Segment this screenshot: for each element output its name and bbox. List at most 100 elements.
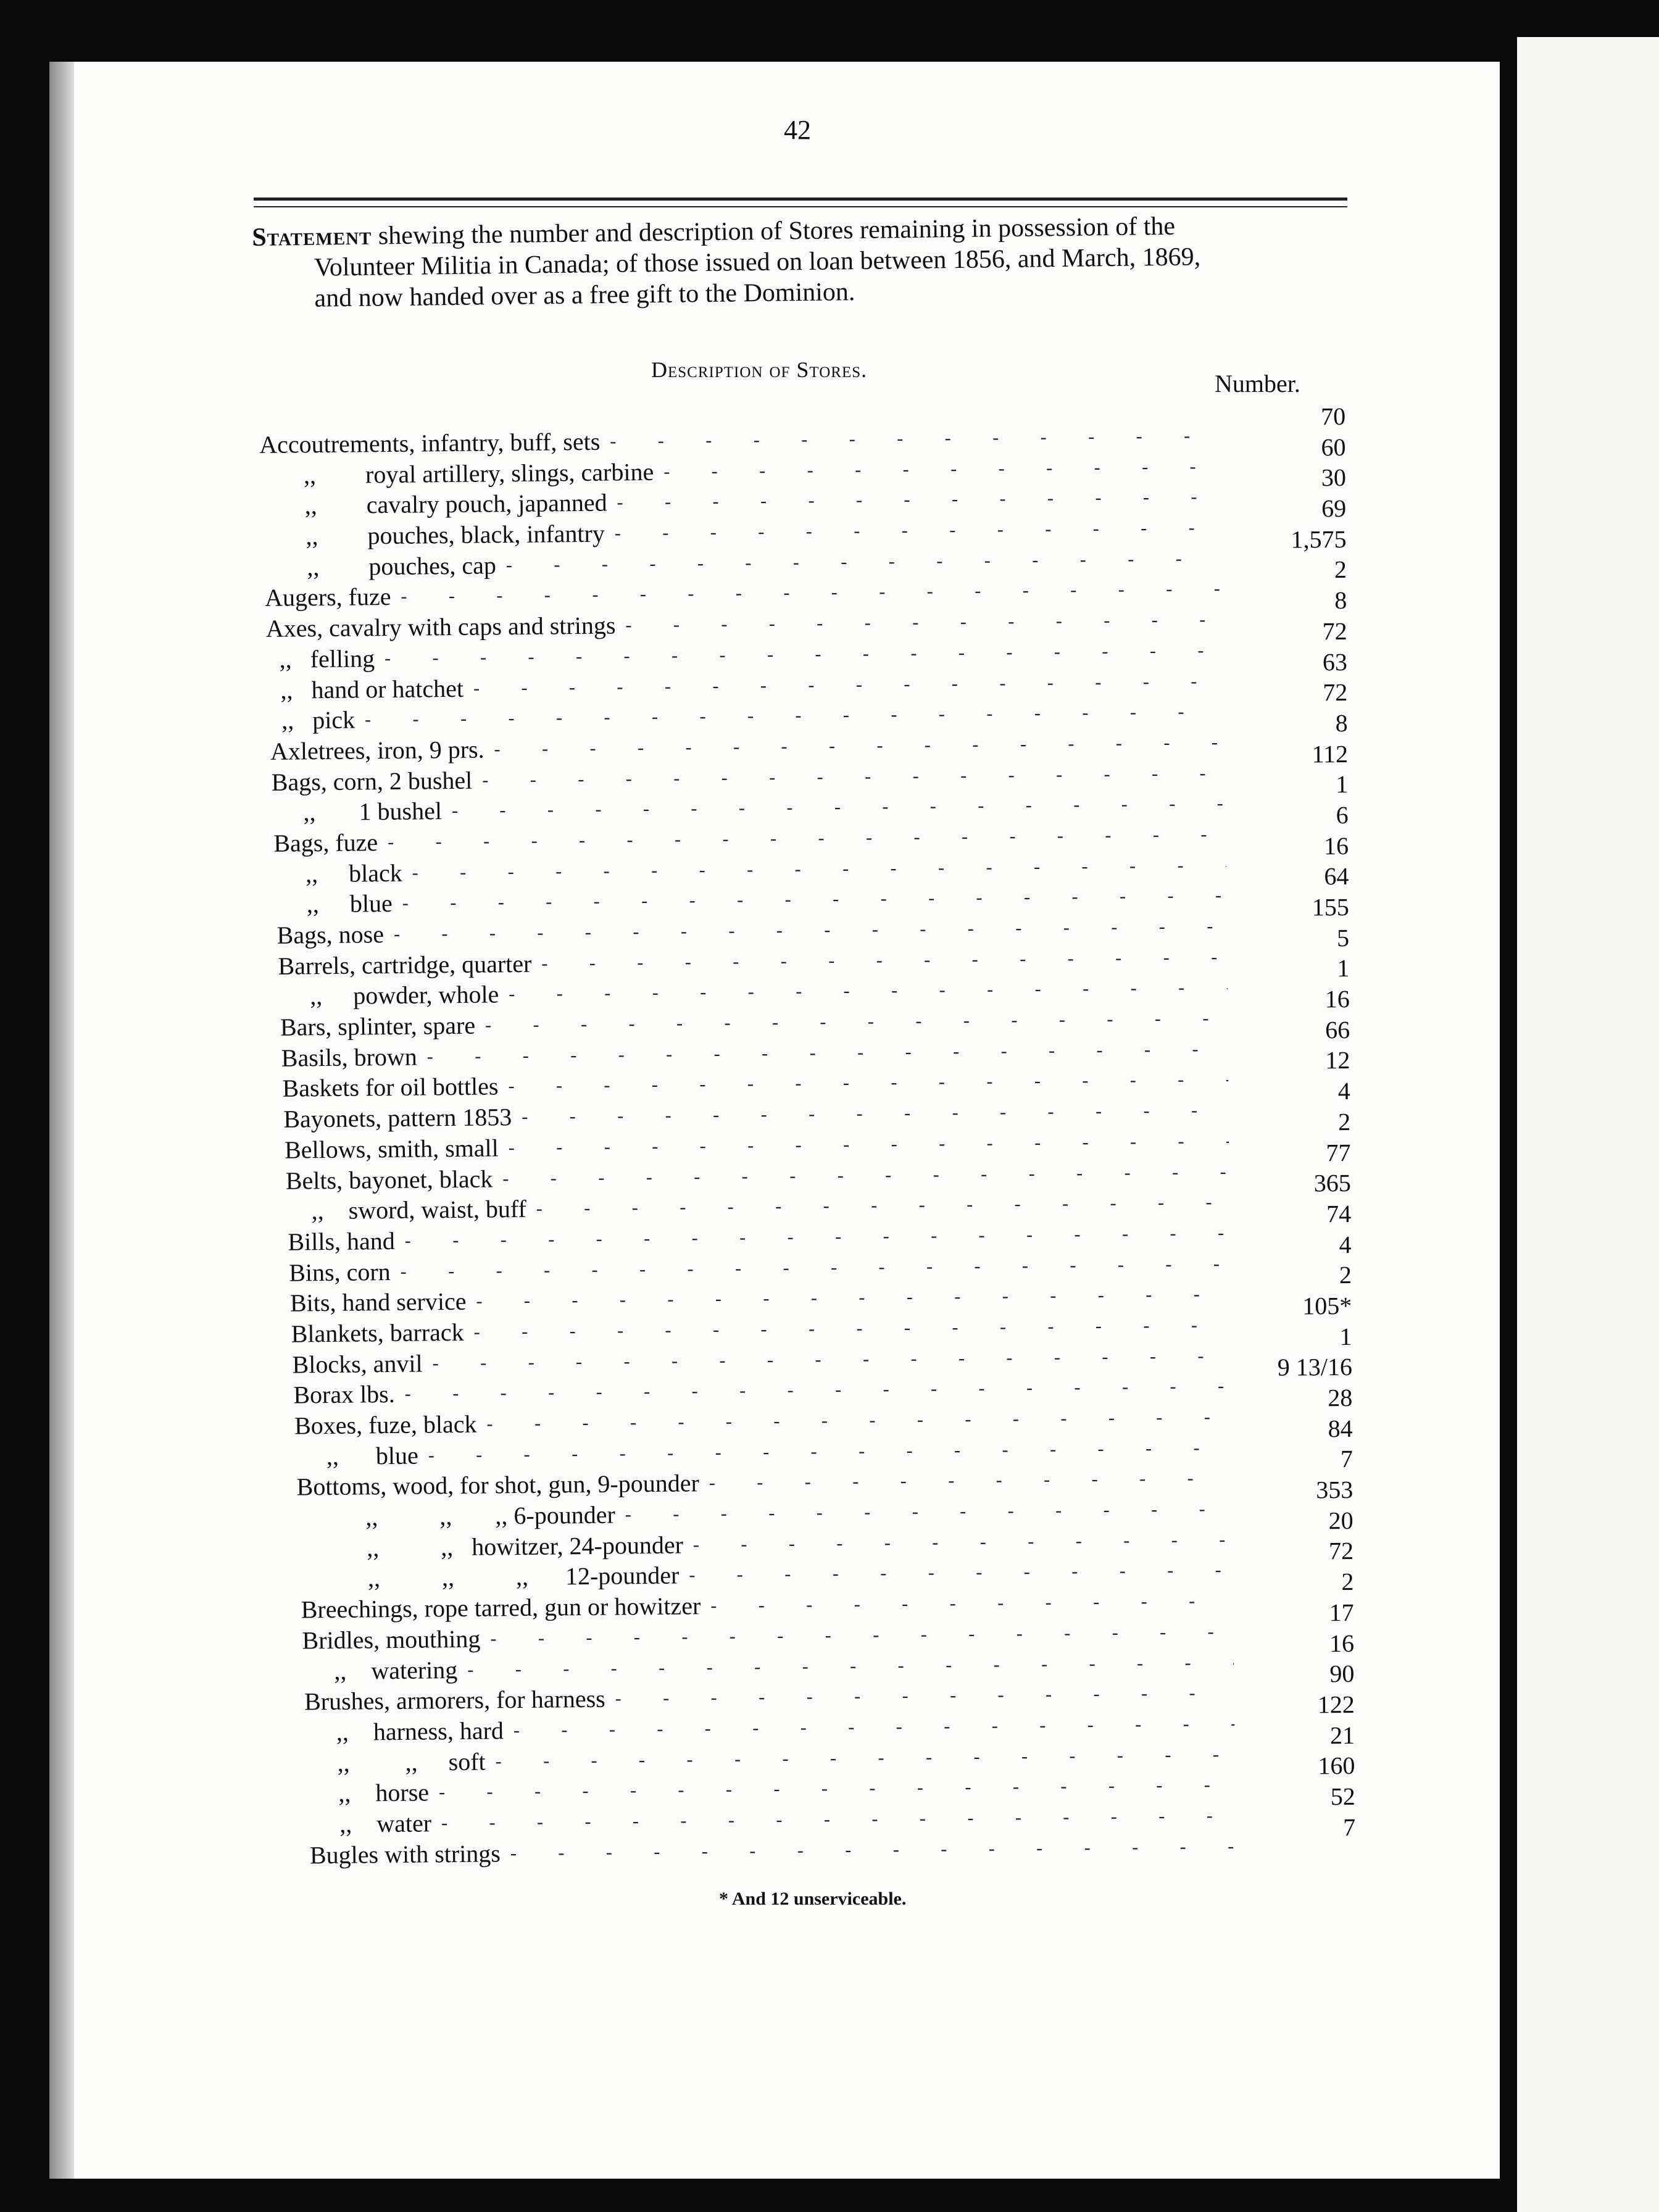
store-description: harness, hard: [373, 1716, 504, 1746]
store-number: 66: [1324, 1015, 1350, 1044]
store-number: 21: [1329, 1721, 1355, 1749]
store-number: 1,575: [1291, 525, 1347, 554]
store-description: Bags, fuze: [273, 828, 378, 857]
statement-lead: Statement: [252, 222, 372, 252]
store-description: 1 bushel: [359, 797, 443, 826]
store-description: Bits, hand service: [289, 1287, 467, 1317]
store-description: felling: [310, 644, 375, 673]
description-list: Accoutrements, infantry, buff, sets - - -…: [259, 420, 1236, 1871]
store-description: Bags, corn, 2 bushel: [271, 766, 473, 796]
dash-leader: - - - - - - - - - - - - - - - - - - - - …: [689, 1555, 1233, 1586]
number-column-header: Number.: [1215, 370, 1300, 397]
store-row-lead: Accoutrements,: [259, 429, 415, 459]
store-row-lead: ,,: [262, 522, 368, 551]
page-binding-edge: [49, 62, 74, 2179]
dash-leader: - - - - - - - - - - - - - - - - - - - - …: [692, 1524, 1233, 1555]
store-description: black: [348, 859, 402, 888]
store-description: powder, whole: [352, 980, 499, 1010]
store-number: 63: [1322, 647, 1348, 676]
store-description: blue: [375, 1441, 418, 1470]
store-row-lead: ,,: [305, 1718, 374, 1747]
adjacent-page-edge: [1517, 37, 1659, 2212]
store-description: Bins, corn: [288, 1257, 391, 1287]
store-number: 2: [1334, 555, 1347, 584]
store-description: Bottoms, wood, for shot, gun, 9-pounder: [296, 1469, 700, 1501]
store-number: 60: [1321, 433, 1346, 461]
footnote: * And 12 unserviceable.: [719, 1889, 907, 1909]
store-description: 12-pounder: [565, 1561, 680, 1590]
document-page: [49, 62, 1500, 2179]
store-row-lead: ,,: [274, 859, 349, 888]
store-description: Blankets, barrack: [291, 1318, 464, 1348]
store-description: hand or hatchet: [311, 674, 464, 704]
store-number: 69: [1321, 494, 1347, 523]
store-description: cavalry pouch, japanned: [366, 488, 607, 519]
store-number: 4: [1337, 1077, 1350, 1105]
store-description: Barrels, cartridge, quarter: [278, 949, 532, 980]
store-number: 72: [1323, 678, 1348, 707]
store-row-lead: ,,: [260, 460, 366, 489]
store-number: 2: [1339, 1261, 1352, 1289]
store-number: 160: [1318, 1752, 1355, 1780]
store-number: 6: [1336, 800, 1349, 830]
store-description: pick: [312, 705, 356, 734]
store-row-lead: ,,: [275, 889, 351, 919]
dash-leader: - - - - - - - - - - - - - - - - - - - - …: [663, 451, 1223, 482]
store-number: 16: [1329, 1629, 1355, 1657]
store-description: horse: [375, 1778, 430, 1807]
store-description: Bills, hand: [288, 1226, 395, 1256]
store-row-lead: ,, ,,: [306, 1747, 449, 1777]
dash-leader: - - - - - - - - - - - - - - - - - - - - …: [709, 1463, 1233, 1494]
store-number: 70: [1321, 402, 1346, 431]
store-description: Bags, nose: [276, 920, 385, 949]
store-description: Brushes, armorers, for harness: [304, 1684, 605, 1716]
store-number: 112: [1312, 739, 1349, 768]
store-row-lead: ,,: [307, 1779, 376, 1808]
store-number: 84: [1328, 1414, 1353, 1442]
store-number: 105*: [1302, 1291, 1352, 1320]
description-column-header: Description of Stores.: [651, 357, 868, 382]
store-number: 30: [1321, 464, 1347, 492]
store-row-lead: ,,: [267, 645, 310, 673]
store-row-lead: ,,: [308, 1810, 377, 1839]
store-description: Bayonets, pattern 1853: [283, 1103, 512, 1133]
store-number: 1: [1339, 1322, 1352, 1350]
dash-leader: - - - - - - - - - - - - - - - - - - - - …: [710, 1586, 1233, 1616]
store-number: 5: [1336, 923, 1350, 952]
store-row-lead: ,,: [268, 675, 312, 704]
store-description: Breechings, rope tarred, gun or howitzer: [301, 1592, 701, 1624]
store-number: 72: [1322, 617, 1347, 646]
store-number: 77: [1326, 1138, 1351, 1166]
store-number: 9 13/16: [1277, 1353, 1353, 1382]
store-row-lead: ,,: [272, 797, 359, 827]
store-number: 64: [1324, 862, 1349, 891]
store-number: 8: [1334, 586, 1347, 615]
store-description: watering: [371, 1655, 458, 1684]
store-description: sword, waist, buff: [348, 1195, 526, 1224]
store-description: water: [376, 1809, 432, 1838]
header-rule-thick: [254, 198, 1347, 201]
store-description: Boxes, fuze, black: [294, 1410, 477, 1440]
store-number: 2: [1337, 1107, 1351, 1136]
store-number: 72: [1328, 1537, 1354, 1565]
store-row-lead: ,,: [268, 706, 313, 735]
store-number: 90: [1329, 1660, 1355, 1688]
store-number: 17: [1329, 1598, 1354, 1627]
store-number: 7: [1340, 1445, 1353, 1473]
store-description: 6-pounder: [514, 1500, 616, 1530]
store-description: blue: [349, 889, 393, 918]
store-number: 2: [1341, 1568, 1354, 1596]
store-description: Belts, bayonet, black: [285, 1164, 493, 1195]
store-description: Bellows, smith, small: [284, 1134, 499, 1164]
store-row-lead: ,, ,,: [298, 1532, 472, 1563]
store-number: 122: [1317, 1690, 1355, 1719]
store-description: Baskets for oil bottles: [282, 1072, 499, 1103]
page-number: 42: [784, 115, 811, 145]
store-number: 1: [1336, 770, 1349, 799]
store-number: 52: [1330, 1782, 1355, 1811]
store-description: Augers, fuze: [264, 583, 391, 612]
store-description: pouches, black, infantry: [367, 519, 605, 550]
store-number: 28: [1328, 1383, 1353, 1412]
store-description: Axletrees, iron, 9 prs.: [270, 735, 484, 765]
store-number: 74: [1326, 1199, 1352, 1228]
